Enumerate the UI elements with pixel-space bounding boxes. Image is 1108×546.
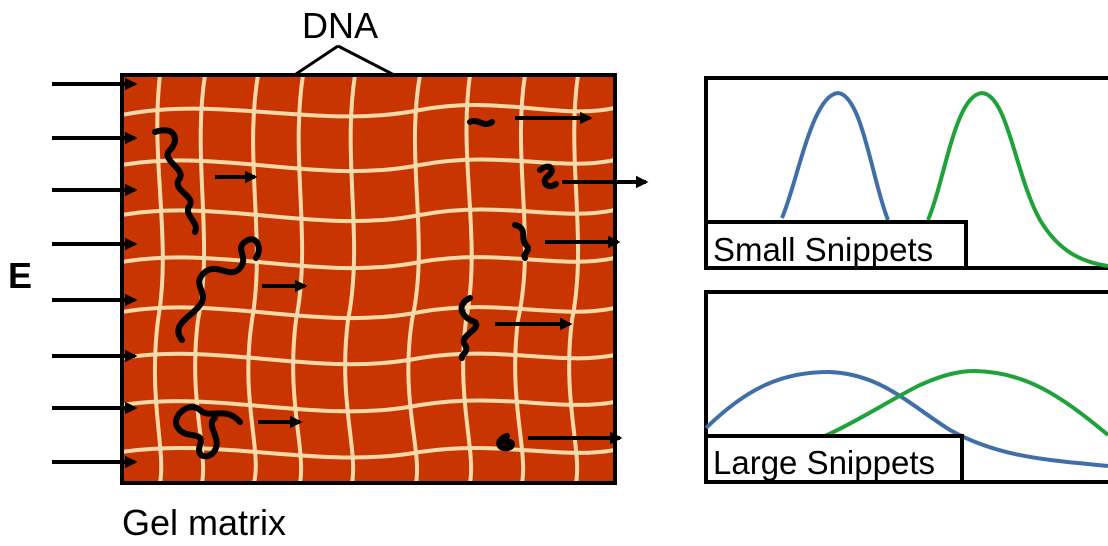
gel-matrix: [120, 73, 617, 485]
gel-border: [120, 73, 617, 485]
small-peak-green: [926, 90, 1108, 268]
small-peak-blue: [780, 90, 890, 221]
dna-strand-large-2: [175, 236, 262, 343]
small-snippets-panel: Small Snippets: [704, 76, 1108, 270]
large-peak-green: [824, 368, 1108, 438]
dna-strand-large-1: [152, 127, 199, 235]
dna-label: DNA: [302, 5, 378, 46]
large-snippets-label: Large Snippets: [713, 444, 935, 481]
dna-strand-small-3: [467, 118, 495, 127]
field-label: E: [8, 255, 32, 296]
gel-background: [122, 75, 615, 483]
dna-strand-small-4: [496, 433, 515, 452]
field-arrows: [52, 77, 138, 469]
dna-strands: [152, 118, 559, 460]
dna-strand-large-3: [173, 404, 243, 460]
dna-migration-arrows: [215, 111, 649, 445]
large-snippets-panel: Large Snippets: [704, 290, 1108, 484]
gel-matrix-label: Gel matrix: [122, 502, 286, 543]
gel-mesh: [122, 75, 615, 483]
dna-strand-small-1: [512, 222, 531, 261]
small-snippets-label: Small Snippets: [713, 231, 933, 268]
dna-strand-mid-1: [458, 295, 480, 361]
dna-strand-small-2: [537, 163, 559, 190]
